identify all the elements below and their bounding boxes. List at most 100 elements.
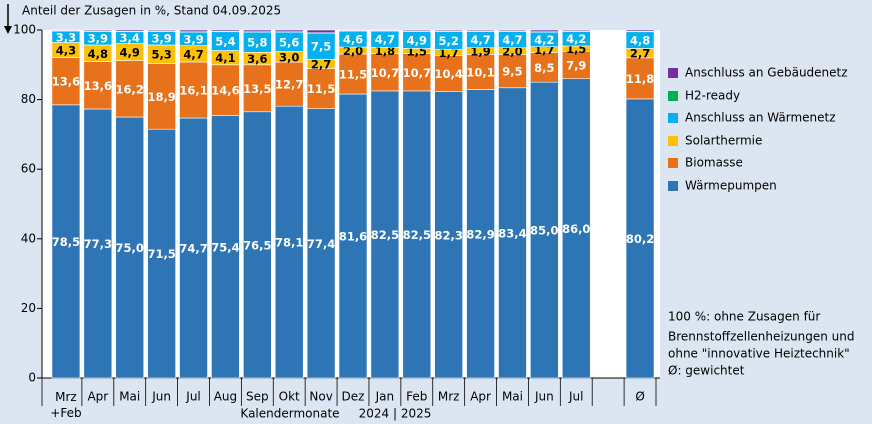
bar-segment [498,29,527,32]
legend-label: Wärmepumpen [685,179,777,193]
bar-segment [561,29,591,32]
value-label: 5,4 [215,35,235,49]
value-label: 13,6 [84,79,112,93]
value-label: 3,4 [120,31,140,45]
bar-segment [561,78,591,379]
legend-swatch [668,181,678,191]
value-label: 82,9 [466,227,494,241]
legend-swatch [668,68,678,78]
bar-segment [115,60,145,118]
bar-segment [243,64,272,113]
value-label: 75,0 [116,241,144,255]
bar-segment [147,29,176,32]
legend-swatch [668,136,678,146]
value-label: 13,6 [52,75,80,89]
bar-segment [306,32,336,60]
y-axis-title: Anteil der Zusagen in %, Stand 04.09.202… [22,4,281,18]
bar-segment [466,89,495,379]
x-tick-label: Feb [406,390,427,404]
bar-segment [530,81,559,379]
legend-swatch [668,113,678,123]
bar-segment [51,57,81,106]
bar-segment [147,128,176,379]
legend-label: Biomasse [685,156,743,170]
value-label: 7,5 [311,40,331,54]
legend-swatch [668,158,678,168]
bar-segment [625,98,655,379]
value-label: 9,5 [502,65,522,79]
legend-label: H2-ready [685,89,740,103]
value-label: 3,9 [88,32,108,46]
value-label: 4,1 [215,51,235,65]
bar-segment [147,63,176,130]
value-label: 81,6 [339,230,367,244]
value-label: 4,3 [56,44,76,58]
value-label: 3,9 [183,32,203,46]
bar-segment [625,29,655,32]
value-label: 82,3 [434,228,462,242]
legend-swatch [668,91,678,101]
value-label: 14,6 [211,84,239,98]
bar-segment [51,104,81,379]
value-label: 16,1 [179,84,207,98]
value-label: 5,6 [279,35,299,49]
legend-label: Anschluss an Wärmenetz [685,111,836,125]
bar-segment [530,52,559,83]
value-label: 11,5 [339,68,367,82]
value-label: 10,4 [434,67,462,81]
x-tick-label: Mrz [438,390,460,404]
bar-segment [83,29,113,32]
value-label: 77,3 [84,237,112,251]
value-label: 75,4 [211,240,239,254]
bar-segment [243,111,272,379]
arrow-head [4,26,12,34]
bar-segment [338,53,368,95]
x-tick-label: Apr [470,390,491,404]
value-label: 85,0 [530,224,558,238]
value-label: 4,7 [183,47,203,61]
bar-segment [211,29,240,32]
bar-segment [338,29,368,31]
value-label: 4,7 [375,33,395,47]
value-label: 10,1 [466,65,494,79]
value-label: 5,2 [438,34,458,48]
y-tick-label: 40 [21,231,36,245]
value-label: 1,9 [470,45,490,59]
value-label: 3,9 [151,32,171,46]
x-tick-label: Jun [534,390,554,404]
legend-label: Anschluss an Gebäudenetz [685,66,848,80]
bar-segment [179,117,208,379]
bar-segment [434,91,463,379]
x-tick-label: Aug [214,390,237,404]
value-label: 4,9 [120,46,140,60]
value-label: 11,8 [626,72,654,86]
value-label: 71,5 [147,247,175,261]
x-axis-title: Kalendermonate [240,407,339,421]
x-axis-subtitle: 2024 | 2025 [359,407,432,421]
bar-segment [83,108,113,379]
value-label: 18,9 [147,90,175,104]
bar-segment [115,116,145,379]
x-tick-label: Mai [502,390,523,404]
value-label: 2,0 [343,44,363,58]
note: Ø: gewichtet [668,364,745,378]
value-label: 3,3 [56,30,76,44]
value-label: 16,2 [116,82,144,96]
value-label: 4,7 [502,33,522,47]
value-label: 76,5 [243,238,271,252]
value-label: 8,5 [534,61,554,75]
bar-segment [434,29,463,32]
value-label: 4,8 [88,47,108,61]
bar-segment [402,29,432,32]
value-label: 11,5 [307,82,335,96]
value-label: 4,9 [407,33,427,47]
x-tick-label: Dez [342,390,365,404]
legend-label: Solarthermie [685,134,762,148]
value-label: 83,4 [498,226,526,240]
bar-segment [370,90,400,379]
bar-segment [306,68,336,109]
value-label: 78,1 [275,236,303,250]
bar-segment [306,29,336,34]
value-label: 78,5 [52,235,80,249]
y-tick-label: 80 [21,92,36,106]
